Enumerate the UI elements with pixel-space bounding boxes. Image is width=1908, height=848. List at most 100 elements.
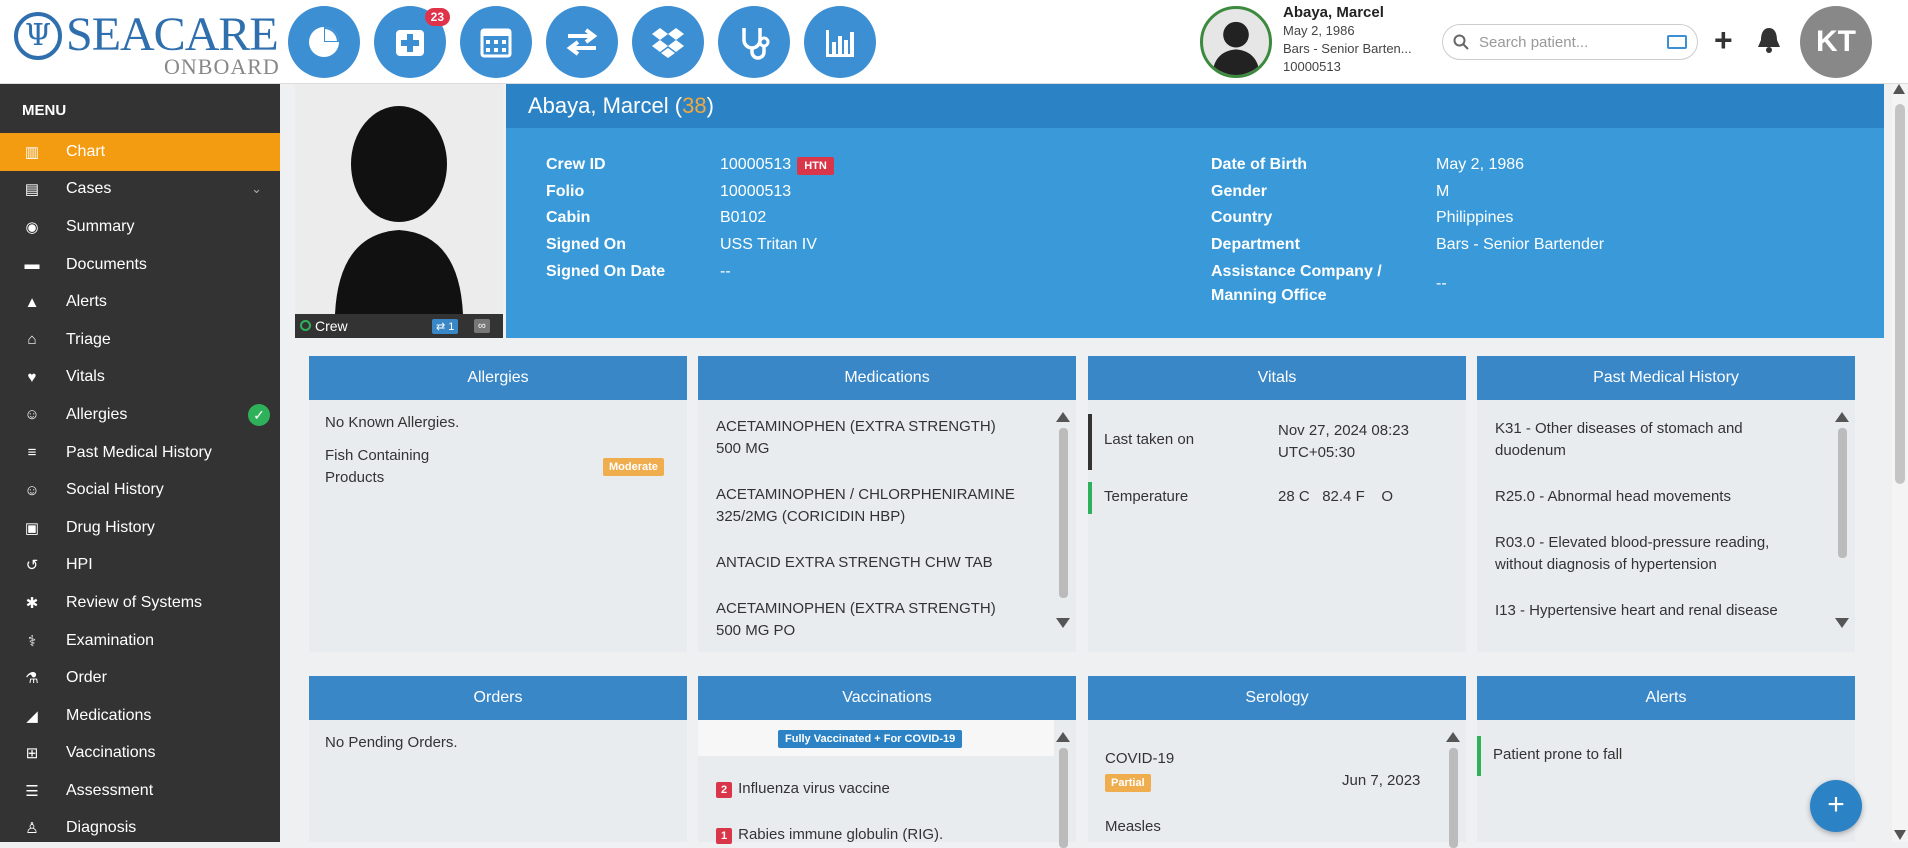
- dose-count-badge: 1: [716, 828, 733, 844]
- alert-item[interactable]: Patient prone to fall: [1493, 746, 1623, 763]
- crew-status-label: Crew: [315, 318, 348, 334]
- serology-item-date: Jun 7, 2023: [1342, 772, 1421, 789]
- medication-item[interactable]: ACETAMINOPHEN / CHLORPHENIRAMINE 325/2MG …: [716, 486, 1015, 525]
- alerts-card-title[interactable]: Alerts: [1477, 676, 1855, 720]
- search-icon: [1453, 34, 1469, 50]
- serology-item-name[interactable]: Measles: [1105, 818, 1161, 835]
- face-icon: ☺: [24, 406, 40, 424]
- medication-item[interactable]: ANTACID EXTRA STRENGTH CHW TAB: [716, 554, 993, 571]
- no-known-allergies: No Known Allergies.: [325, 414, 460, 431]
- sidebar-item-alerts[interactable]: ▲ Alerts: [0, 283, 280, 321]
- sidebar-item-allergies[interactable]: ☺ Allergies ✓: [0, 396, 280, 434]
- patient-photo[interactable]: Crew ⇄ 1 ∞: [295, 84, 503, 338]
- link-icon[interactable]: ∞: [474, 319, 490, 333]
- patient-department: Bars - Senior Barten...: [1283, 41, 1412, 56]
- user-avatar[interactable]: KT: [1800, 6, 1872, 78]
- sidebar-item-medications[interactable]: ◢ Medications: [0, 697, 280, 735]
- examination-button[interactable]: [718, 6, 790, 78]
- patient-avatar[interactable]: [1200, 6, 1272, 78]
- sidebar-item-social-history[interactable]: ☺ Social History: [0, 471, 280, 509]
- notification-count-badge: 23: [424, 8, 450, 26]
- face-icon: ☺: [24, 481, 40, 499]
- exchange-arrows-icon: [566, 28, 598, 56]
- sidebar-item-assessment[interactable]: ☰ Assessment: [0, 772, 280, 810]
- medication-item[interactable]: ACETAMINOPHEN (EXTRA STRENGTH) 500 MG PO: [716, 600, 996, 639]
- bar-chart-icon: [826, 30, 854, 57]
- triage-icon: ⌂: [27, 331, 37, 349]
- patient-search[interactable]: Search patient...: [1442, 24, 1698, 60]
- floating-add-button[interactable]: +: [1810, 780, 1862, 832]
- sidebar-item-drug-history[interactable]: ▣ Drug History: [0, 509, 280, 547]
- vaccinations-scrollbar[interactable]: [1056, 732, 1070, 848]
- orders-card-title[interactable]: Orders: [309, 676, 687, 720]
- sidebar-item-past-medical-history[interactable]: ≡ Past Medical History: [0, 434, 280, 472]
- signed-on-value: USS Tritan IV: [720, 236, 817, 253]
- search-input[interactable]: Search patient...: [1479, 34, 1589, 51]
- medication-item[interactable]: ACETAMINOPHEN (EXTRA STRENGTH) 500 MG: [716, 418, 996, 457]
- pmh-item[interactable]: R25.0 - Abnormal head movements: [1495, 488, 1731, 505]
- list-icon: ☰: [25, 782, 39, 800]
- new-case-button[interactable]: 23: [374, 6, 450, 78]
- medications-scrollbar[interactable]: [1056, 412, 1070, 628]
- id-card-icon[interactable]: [1667, 35, 1687, 49]
- app-logo[interactable]: Ψ SEACARE ONBOARD: [14, 10, 279, 79]
- pmh-item[interactable]: K31 - Other diseases of stomach and duode…: [1495, 420, 1743, 459]
- sidebar-item-diagnosis[interactable]: ♙ Diagnosis: [0, 810, 280, 848]
- sidebar-item-triage[interactable]: ⌂ Triage: [0, 321, 280, 359]
- patient-name: Abaya, Marcel: [1283, 4, 1384, 21]
- crew-id-value: 10000513 HTN: [720, 156, 834, 175]
- sidebar-item-vitals[interactable]: ♥ Vitals: [0, 359, 280, 397]
- sidebar-item-documents[interactable]: ▬ Documents: [0, 246, 280, 284]
- patient-age: 38: [682, 93, 707, 118]
- medications-card-title[interactable]: Medications: [698, 356, 1076, 400]
- dashboard-button[interactable]: [288, 6, 360, 78]
- vaccine-item[interactable]: 1 Rabies immune globulin (RIG).: [716, 826, 943, 844]
- user-md-icon: ♙: [25, 820, 39, 838]
- sidebar-item-chart[interactable]: ▥ Chart: [0, 133, 280, 171]
- patient-id: 10000513: [1283, 59, 1341, 74]
- transfer-button[interactable]: [546, 6, 618, 78]
- vitals-card: Vitals Last taken on Nov 27, 2024 08:23 U…: [1088, 356, 1466, 652]
- sidebar-item-summary[interactable]: ◉ Summary: [0, 208, 280, 246]
- vitals-card-title[interactable]: Vitals: [1088, 356, 1466, 400]
- sidebar-item-order[interactable]: ⚗ Order: [0, 659, 280, 697]
- sidebar-item-cases[interactable]: ▤ Cases ⌄: [0, 171, 280, 209]
- page-scrollbar[interactable]: [1892, 84, 1908, 842]
- serology-scrollbar[interactable]: [1446, 732, 1460, 848]
- serology-card-title[interactable]: Serology: [1088, 676, 1466, 720]
- sidebar-item-examination[interactable]: ⚕ Examination: [0, 622, 280, 660]
- vaccine-item[interactable]: 2 Influenza virus vaccine: [716, 780, 890, 798]
- signed-on-date-value: --: [720, 263, 731, 280]
- cabin-label: Cabin: [546, 209, 591, 226]
- vaccination-status-badge: Fully Vaccinated + For COVID-19: [778, 730, 963, 748]
- past-medical-history-card: Past Medical History K31 - Other disease…: [1477, 356, 1855, 652]
- last-taken-label: Last taken on: [1104, 431, 1195, 448]
- serology-item-name[interactable]: COVID-19: [1105, 750, 1175, 767]
- share-count-badge[interactable]: ⇄ 1: [432, 319, 459, 334]
- hpi-icon: ↺: [25, 557, 39, 575]
- sidebar-item-review-of-systems[interactable]: ✱ Review of Systems: [0, 584, 280, 622]
- add-icon[interactable]: +: [1714, 22, 1733, 58]
- pmh-item[interactable]: R03.0 - Elevated blood-pressure reading,…: [1495, 534, 1770, 573]
- reports-button[interactable]: [804, 6, 876, 78]
- pmh-card-title[interactable]: Past Medical History: [1477, 356, 1855, 400]
- chevron-down-icon[interactable]: ⌄: [251, 181, 262, 197]
- allergy-item[interactable]: Fish Containing Products: [325, 447, 430, 486]
- allergies-card-title[interactable]: Allergies: [309, 356, 687, 400]
- assistance-company-label: Assistance Company /: [1211, 263, 1382, 280]
- bell-icon[interactable]: [1756, 26, 1782, 54]
- dropbox-button[interactable]: [632, 6, 704, 78]
- briefcase-icon: ▣: [24, 519, 40, 537]
- pmh-scrollbar[interactable]: [1835, 412, 1849, 628]
- flask-icon: ⚗: [25, 670, 39, 688]
- patient-title: Abaya, Marcel (38): [506, 84, 1884, 128]
- pmh-item[interactable]: I13 - Hypertensive heart and renal disea…: [1495, 602, 1778, 619]
- temperature-value: 28 C 82.4 F O: [1278, 488, 1394, 505]
- sidebar-item-hpi[interactable]: ↺ HPI: [0, 547, 280, 585]
- calendar-button[interactable]: [460, 6, 532, 78]
- dose-count-badge: 2: [716, 782, 733, 798]
- stethoscope-icon: [742, 28, 770, 60]
- signed-on-label: Signed On: [546, 236, 626, 253]
- vaccinations-card-title[interactable]: Vaccinations: [698, 676, 1076, 720]
- sidebar-item-vaccinations[interactable]: ⊞ Vaccinations: [0, 735, 280, 773]
